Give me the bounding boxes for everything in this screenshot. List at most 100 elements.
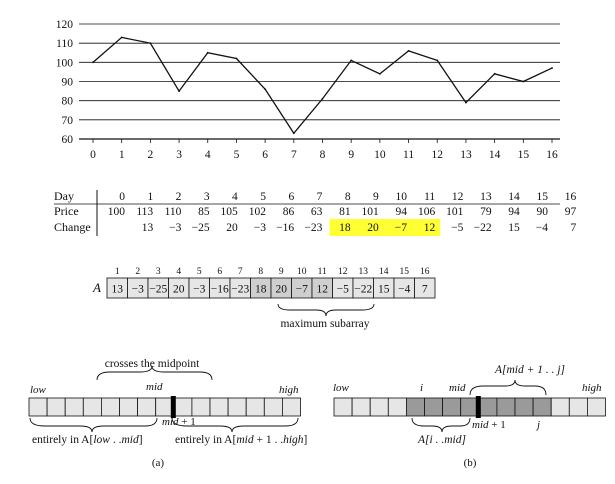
blank-cell (478, 397, 498, 417)
table-day-cell: 14 (508, 191, 520, 203)
x-tick-label: 9 (348, 149, 354, 161)
table-change-cell: 20 (226, 222, 238, 234)
table-row-label-price: Price (54, 204, 79, 218)
changes-highlight (329, 219, 441, 236)
table-price-cell: 105 (221, 206, 239, 218)
a-high-label: high (279, 384, 299, 396)
b-array-cells (333, 396, 606, 418)
blank-cell (351, 397, 371, 417)
chart-grid (79, 23, 560, 140)
x-tick-label: 5 (234, 149, 240, 161)
blank-cell (191, 397, 211, 417)
data-point (465, 101, 467, 104)
x-tick-label: 13 (460, 149, 472, 161)
table-change-cell: −3 (169, 222, 181, 234)
blank-cell (587, 397, 606, 417)
table-change-cell: 12 (424, 222, 436, 234)
data-point (149, 42, 152, 45)
y-tick-label: 80 (62, 96, 74, 108)
blank-cell (532, 397, 552, 417)
a-mid-plus-label: mid + 1 (162, 416, 196, 428)
table-change-cell: −7 (395, 222, 407, 234)
data-point (206, 51, 209, 54)
blank-cell (281, 397, 301, 417)
array-cell-value: −23 (231, 284, 249, 296)
table-days-row: 0 1 2 3 4 5 6 7 8 9 10 11 12 13 14 15 16 (119, 191, 576, 203)
a-array-cells (28, 396, 301, 418)
y-tick-label: 110 (56, 38, 73, 50)
y-tick-label: 100 (56, 57, 74, 69)
blank-cell (46, 397, 66, 417)
array-index: 13 (359, 267, 369, 277)
data-point (120, 36, 123, 39)
y-tick-label: 120 (56, 19, 74, 31)
array-index: 12 (338, 267, 348, 277)
blank-cell (173, 397, 193, 417)
data-point (264, 88, 267, 91)
array-cell-value: 7 (422, 284, 428, 296)
crosses-midpoint-label: crosses the midpoint (105, 358, 200, 370)
array-cell-value: −5 (337, 284, 349, 296)
blank-cell (369, 397, 389, 417)
array-name: A (92, 280, 101, 295)
x-tick-label: 6 (262, 149, 268, 161)
blank-cell (514, 397, 534, 417)
array-cell-value: −4 (398, 284, 410, 296)
blank-cell (333, 397, 353, 417)
x-tick-label: 4 (205, 149, 211, 161)
table-price-cell: 85 (198, 206, 210, 218)
panel-a: crosses the midpoint low mid high mid + … (28, 358, 307, 469)
array-cell (414, 277, 436, 299)
b-j-label: j (535, 419, 540, 431)
array-cell-value: −22 (354, 284, 372, 296)
array-cells: 13 −3 −25 20 −3 −16 −23 18 20 −7 12 −5 −22 15 −4 7 (106, 277, 436, 299)
a-left-brace (29, 417, 158, 433)
array-cell-value: −3 (132, 284, 144, 296)
table-day-cell: 15 (537, 191, 549, 203)
panel-b: A[mid + 1 . . j] low i mid high mid + 1 … (333, 364, 606, 469)
table-price-cell: 81 (339, 206, 351, 218)
x-tick-label: 8 (320, 149, 326, 161)
array-figure: A 1 2 3 4 5 6 7 8 9 10 11 12 13 14 15 16 13 −3 −25 20 −3 −16… (92, 267, 436, 330)
a-right-entirely-label: entirely in A[mid + 1 . .high] (175, 434, 307, 446)
table-price-cell: 79 (480, 206, 492, 218)
data-point (350, 59, 353, 62)
table-day-cell: 16 (565, 191, 577, 203)
mid-bar (170, 396, 176, 418)
table-day-cell: 10 (396, 191, 408, 203)
blank-cell (64, 397, 84, 417)
table-change-cell: 18 (339, 222, 351, 234)
a-mid-label: mid (146, 381, 163, 393)
table-change-cell: −3 (254, 222, 266, 234)
x-tick-label: 1 (119, 149, 125, 161)
data-point (292, 132, 295, 135)
max-subarray-brace (277, 303, 375, 317)
blank-cell (568, 397, 588, 417)
table-day-cell: 11 (424, 191, 435, 203)
y-tick-label: 60 (62, 134, 74, 146)
price-series-points (92, 36, 553, 135)
x-tick-label: 3 (176, 149, 182, 161)
array-index: 16 (420, 267, 430, 277)
blank-cell (227, 397, 247, 417)
data-point (522, 80, 525, 83)
blank-cell (245, 397, 265, 417)
table-day-cell: 1 (147, 191, 153, 203)
array-index: 9 (279, 267, 284, 277)
table-day-cell: 6 (288, 191, 294, 203)
b-mid-plus-label: mid + 1 (472, 419, 506, 431)
table-change-cell: −25 (192, 222, 210, 234)
data-point (436, 59, 439, 62)
max-subarray-caption: maximum subarray (280, 318, 369, 330)
table-change-cell: 15 (508, 222, 520, 234)
table-change-cell: −5 (451, 222, 463, 234)
table-change-cell: 20 (367, 222, 379, 234)
table-price-cell: 110 (165, 206, 182, 218)
array-index: 4 (176, 267, 181, 277)
price-series-line (92, 36, 553, 135)
table-day-cell: 9 (373, 191, 379, 203)
array-index: 3 (156, 267, 161, 277)
table-price-cell: 101 (446, 206, 464, 218)
